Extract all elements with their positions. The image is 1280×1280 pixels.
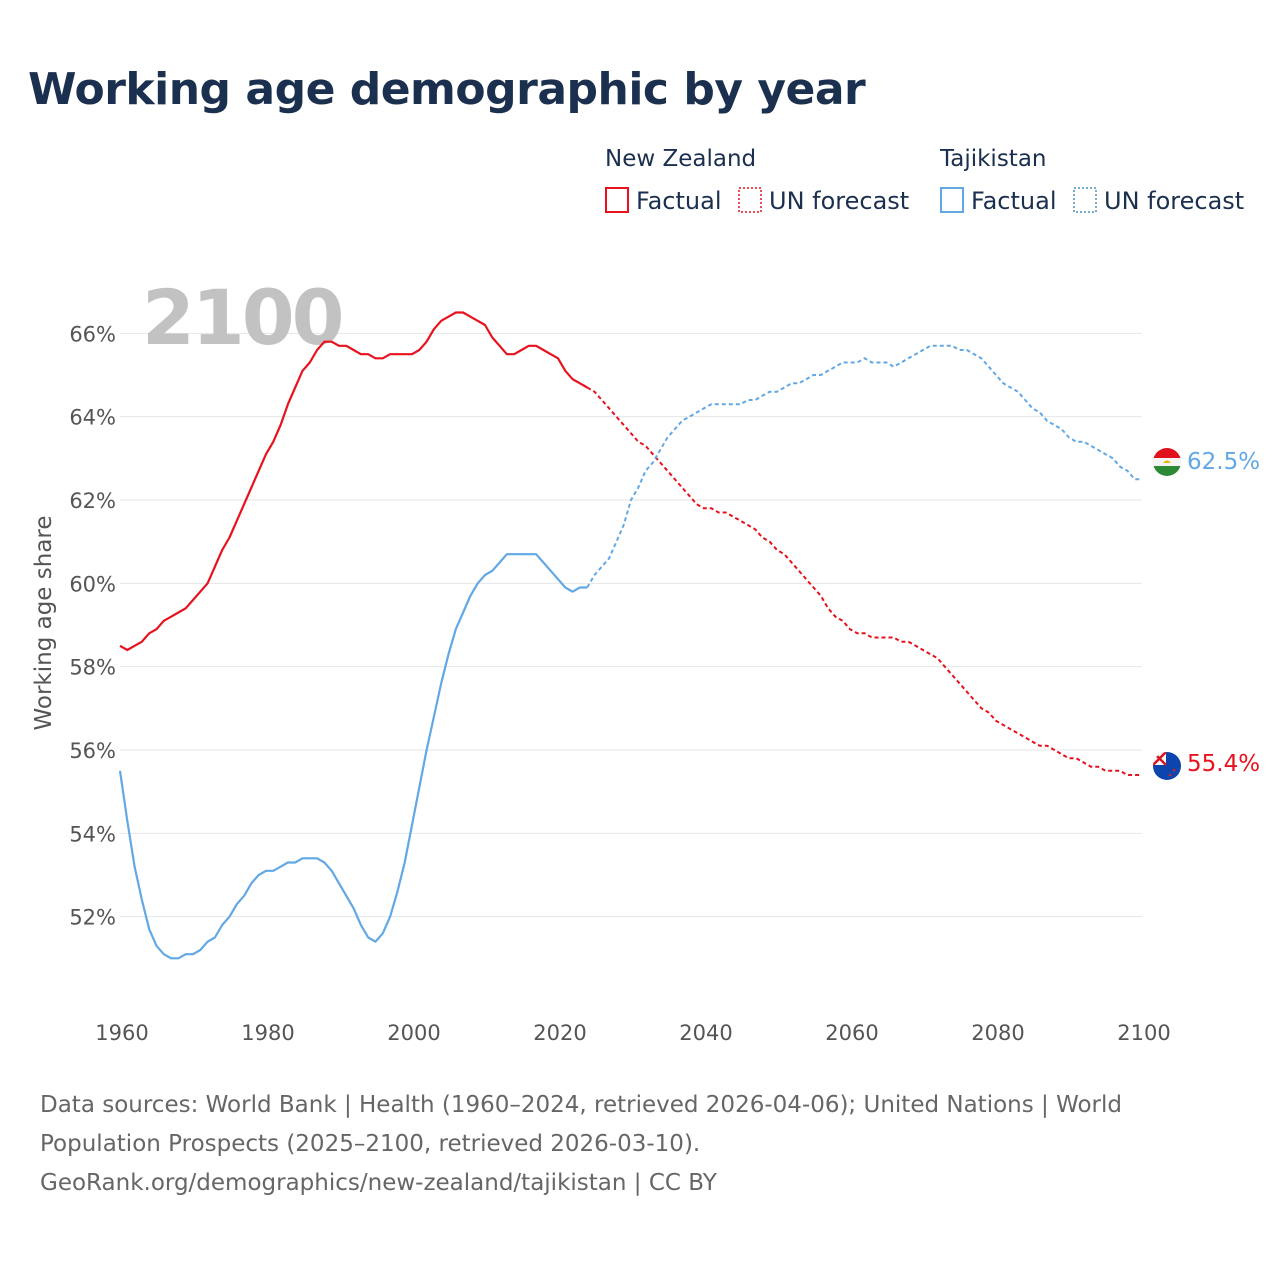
footer-sources-line-2: Population Prospects (2025–2100, retriev… <box>40 1131 701 1157</box>
x-tick-label: 2100 <box>1117 1021 1170 1045</box>
y-tick-label: 56% <box>69 739 116 763</box>
legend-label-nz-factual: Factual <box>636 187 722 215</box>
series-line-new-zealand-forecast <box>586 386 1142 776</box>
x-tick-label: 1960 <box>95 1021 148 1045</box>
x-tick-label: 2080 <box>971 1021 1024 1045</box>
x-tick-label: 2060 <box>825 1021 878 1045</box>
legend: New Zealand Factual UN forecast Tajikist… <box>605 146 1244 215</box>
x-tick-label: 2000 <box>387 1021 440 1045</box>
legend-label-tj-forecast: UN forecast <box>1104 187 1244 215</box>
y-tick-label: 54% <box>69 822 116 846</box>
y-axis-title: Working age share <box>31 515 57 730</box>
y-axis-ticks: 52% 54% 56% 58% 60% 62% 64% 66% <box>69 322 116 929</box>
x-tick-label: 1980 <box>241 1021 294 1045</box>
series-lines <box>118 311 1142 960</box>
legend-title-tajikistan: Tajikistan <box>939 146 1047 172</box>
end-label-tajikistan: 62.5% <box>1187 449 1260 475</box>
footer: Data sources: World Bank | Health (1960–… <box>40 1086 1240 1203</box>
legend-label-tj-factual: Factual <box>971 187 1057 215</box>
y-tick-label: 66% <box>69 322 116 346</box>
end-label-new-zealand: 55.4% <box>1187 751 1260 777</box>
series-line-tajikistan-forecast <box>586 344 1142 589</box>
year-watermark: 2100 <box>142 273 342 362</box>
series-line-tajikistan-factual <box>118 553 588 960</box>
footer-attribution: GeoRank.org/demographics/new-zealand/taj… <box>40 1170 717 1196</box>
legend-swatch-nz-forecast <box>738 187 762 213</box>
y-tick-label: 62% <box>69 489 116 513</box>
flag-new-zealand-icon <box>1153 752 1181 780</box>
gridlines <box>120 332 1142 918</box>
chart-area: New Zealand Factual UN forecast Tajikist… <box>31 146 1260 1045</box>
x-tick-label: 2020 <box>533 1021 586 1045</box>
y-tick-label: 52% <box>69 906 116 930</box>
legend-swatch-tj-factual <box>940 187 964 213</box>
footer-sources-line-1: Data sources: World Bank | Health (1960–… <box>40 1092 1122 1118</box>
legend-title-new-zealand: New Zealand <box>605 146 756 172</box>
legend-label-nz-forecast: UN forecast <box>769 187 909 215</box>
x-axis-ticks: 1960 1980 2000 2020 2040 2060 2080 2100 <box>95 1021 1170 1045</box>
legend-swatch-nz-factual <box>605 187 629 213</box>
x-tick-label: 2040 <box>679 1021 732 1045</box>
chart-title: Working age demographic by year <box>28 64 866 115</box>
y-tick-label: 60% <box>69 572 116 596</box>
legend-swatch-tj-forecast <box>1073 187 1097 213</box>
y-tick-label: 64% <box>69 406 116 430</box>
y-tick-label: 58% <box>69 656 116 680</box>
flag-tajikistan-icon <box>1153 448 1181 476</box>
series-line-new-zealand-factual <box>119 311 588 652</box>
